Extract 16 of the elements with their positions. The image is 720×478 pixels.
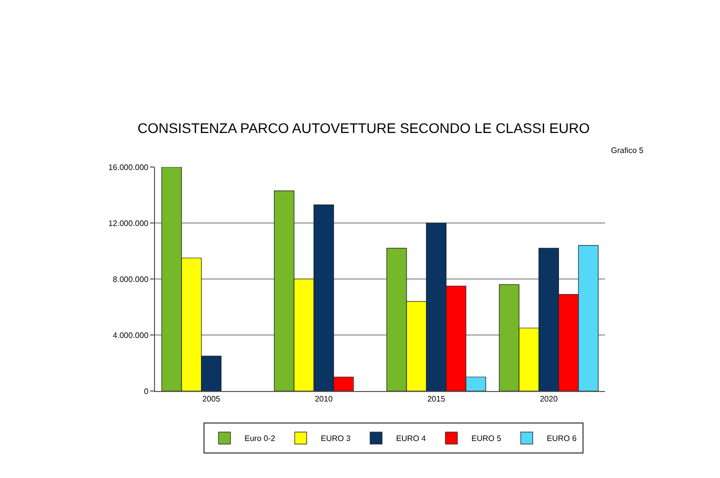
y-tick-label: 12.000.000 <box>108 218 149 228</box>
y-tick-label: 0 <box>144 386 149 396</box>
legend-label: EURO 5 <box>471 434 502 444</box>
legend-label: Euro 0-2 <box>244 434 276 444</box>
text: Grafico 5 <box>611 146 644 155</box>
x-tick-label: 2020 <box>540 394 558 404</box>
x-tick-label: 2015 <box>427 394 446 404</box>
chart-title: CONSISTENZA PARCO AUTOVETTURE SECONDO LE CLASSI EURO <box>137 120 590 136</box>
y-tick-label: 16.000.000 <box>108 162 149 172</box>
y-tick-label: 4.000.000 <box>112 330 149 340</box>
y-tick-label: 8.000.000 <box>112 274 149 284</box>
legend-label: EURO 6 <box>546 434 578 444</box>
x-tick-label: 2005 <box>202 394 221 404</box>
legend-label: EURO 4 <box>396 434 426 444</box>
x-tick-label: 2010 <box>314 394 334 404</box>
legend-label: EURO 3 <box>320 434 352 444</box>
